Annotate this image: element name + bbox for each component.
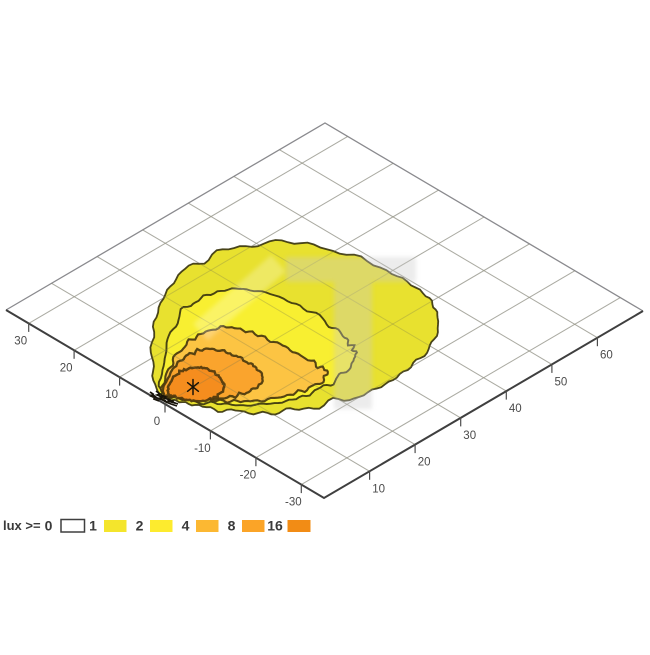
svg-text:30: 30 [463, 430, 476, 442]
svg-text:0: 0 [45, 518, 53, 534]
svg-text:lux >=: lux >= [3, 518, 41, 533]
svg-text:-30: -30 [285, 497, 302, 509]
svg-text:20: 20 [60, 362, 73, 374]
svg-text:1: 1 [89, 518, 97, 534]
svg-text:-20: -20 [240, 470, 257, 482]
svg-text:40: 40 [509, 403, 522, 415]
svg-text:20: 20 [418, 457, 431, 469]
svg-text:60: 60 [600, 350, 613, 362]
svg-text:10: 10 [372, 483, 385, 495]
svg-text:50: 50 [555, 376, 568, 388]
svg-text:2: 2 [136, 518, 144, 534]
svg-text:10: 10 [105, 389, 118, 401]
svg-text:30: 30 [14, 335, 27, 347]
svg-text:0: 0 [154, 416, 160, 428]
svg-text:8: 8 [228, 518, 236, 534]
svg-text:4: 4 [182, 518, 190, 534]
svg-text:16: 16 [267, 518, 283, 534]
svg-text:-10: -10 [194, 443, 211, 455]
